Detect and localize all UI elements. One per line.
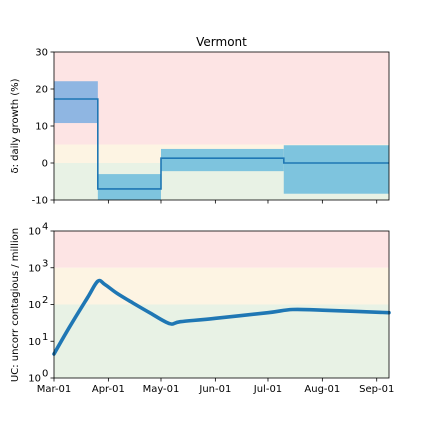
growth-y-tick-label-1: 0 bbox=[42, 159, 48, 170]
growth-y-axis-label: δ: daily growth (%) bbox=[10, 78, 21, 173]
contagious-series-line bbox=[52, 278, 391, 356]
contagious-y-tick-exponent-1: 1 bbox=[42, 332, 48, 343]
growth-x-ticks bbox=[53, 200, 378, 204]
growth-segment-band-2 bbox=[160, 148, 284, 172]
contagious-y-tick-label-4: 10 bbox=[28, 227, 41, 238]
contagious-x-tick-label-0: Mar-01 bbox=[37, 384, 72, 395]
contagious-band-2 bbox=[54, 304, 389, 378]
growth-segment-band-0 bbox=[54, 81, 98, 124]
growth-step-line bbox=[54, 98, 389, 190]
growth-chart: -10 0 10 20 30 Vermont δ: daily growth (%) bbox=[10, 35, 390, 207]
contagious-x-tick-label-1: Apr-01 bbox=[92, 384, 125, 395]
growth-band-0 bbox=[54, 52, 389, 145]
contagious-y-tick-label-2: 10 bbox=[28, 300, 41, 311]
growth-segment-band-3 bbox=[283, 145, 389, 194]
contagious-y-tick-label-1: 10 bbox=[28, 337, 41, 348]
contagious-x-tick-label-6: Sep-01 bbox=[359, 384, 394, 395]
growth-confidence-bands bbox=[54, 81, 389, 200]
growth-y-tick-label-3: 20 bbox=[35, 85, 48, 96]
contagious-x-tick-label-5: Aug-01 bbox=[304, 384, 340, 395]
contagious-y-tick-exponent-0: 0 bbox=[42, 369, 48, 380]
contagious-y-tick-exponent-3: 3 bbox=[42, 258, 48, 269]
contagious-band-0 bbox=[54, 231, 389, 268]
growth-chart-title: Vermont bbox=[196, 35, 247, 49]
contagious-y-tick-label-3: 10 bbox=[28, 263, 41, 274]
contagious-y-axis-label: UC: uncorr contagious / million bbox=[10, 228, 21, 382]
growth-y-tick-label-4: 30 bbox=[35, 48, 48, 59]
contagious-y-tick-label-0: 10 bbox=[28, 374, 41, 385]
contagious-x-ticks: Mar-01 Apr-01 May-01 Jun-01 Jul-01 Aug-01 Sep-… bbox=[37, 378, 394, 395]
contagious-x-tick-label-2: May-01 bbox=[143, 384, 180, 395]
contagious-y-tick-exponent-4: 4 bbox=[42, 222, 48, 233]
growth-y-ticks: -10 0 10 20 30 bbox=[32, 48, 54, 207]
contagious-x-tick-label-3: Jun-01 bbox=[198, 384, 231, 395]
contagious-background-bands bbox=[54, 231, 389, 378]
growth-y-tick-label-2: 10 bbox=[35, 122, 48, 133]
contagious-y-tick-exponent-2: 2 bbox=[42, 295, 48, 306]
growth-segment-band-1 bbox=[97, 174, 161, 200]
contagious-x-tick-label-4: Jul-01 bbox=[253, 384, 282, 395]
growth-y-tick-label-0: -10 bbox=[32, 196, 48, 207]
